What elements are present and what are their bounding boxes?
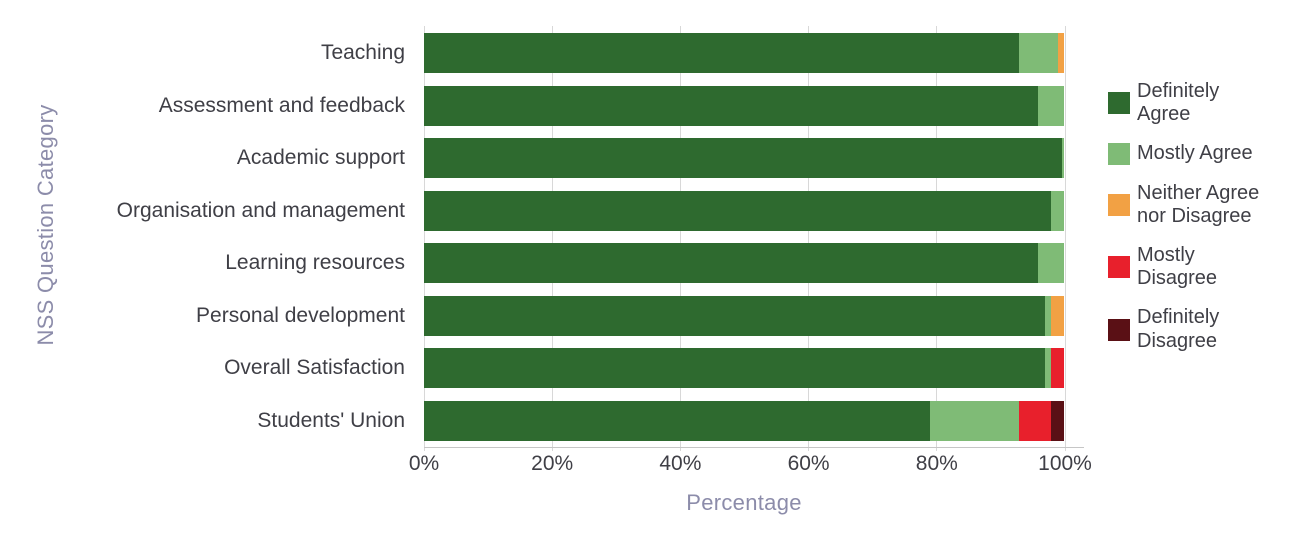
legend-item-definitely-disagree: Definitely Disagree — [1108, 306, 1290, 352]
chart-row-academic-support: Academic support — [0, 132, 1064, 185]
category-label-academic-support: Academic support — [236, 146, 405, 170]
gridline-80 — [936, 26, 938, 451]
gridline-60 — [808, 26, 810, 451]
category-label-teaching: Teaching — [320, 41, 405, 65]
bar-segment-mostly-agree — [1062, 138, 1064, 179]
gridline-40 — [679, 26, 681, 451]
category-label-students-union: Students' Union — [257, 408, 405, 432]
chart-row-overall-satisfaction: Overall Satisfaction — [0, 342, 1064, 395]
legend-label-mostly-disagree: Mostly Disagree — [1137, 243, 1218, 290]
legend: Definitely Agree Mostly Agree Neither Agre… — [1108, 80, 1290, 353]
chart-row-assessment-and-feedback: Assessment and feedback — [0, 80, 1064, 133]
category-label-personal-development: Personal development — [196, 303, 405, 327]
chart-row-organisation-and-management: Organisation and management — [0, 185, 1064, 238]
legend-item-neither-agree-nor-disagree: Neither Agree nor Disagree — [1108, 182, 1290, 228]
bar-segment-mostly-agree — [1019, 33, 1058, 74]
bar-segment-neither-agree-nor-disagree — [1051, 295, 1064, 336]
legend-label-mostly-agree: Mostly Agree — [1137, 142, 1253, 165]
category-label-organisation-and-management: Organisation and management — [116, 198, 405, 222]
bar-segment-definitely-agree — [424, 348, 1045, 389]
bar-segment-mostly-agree — [1044, 295, 1052, 336]
legend-item-mostly-disagree: Mostly Disagree — [1108, 244, 1290, 290]
x-axis-line — [424, 447, 1084, 448]
legend-label-definitely-agree: Definitely Agree — [1137, 80, 1220, 126]
bar-segment-definitely-agree — [424, 33, 1020, 74]
legend-swatch-definitely-agree — [1108, 92, 1130, 115]
stacked-bar-teaching — [424, 33, 1064, 74]
x-tick-label-0: 0% — [408, 452, 440, 475]
legend-swatch-mostly-agree — [1108, 142, 1130, 165]
stacked-bar-academic-support — [424, 138, 1064, 179]
bar-segment-definitely-agree — [424, 243, 1039, 284]
legend-label-definitely-disagree: Definitely Disagree — [1137, 306, 1220, 352]
stacked-bar-personal-development — [424, 295, 1064, 336]
stacked-bar-organisation-and-management — [424, 190, 1064, 231]
gridline-20 — [551, 26, 553, 451]
stacked-bar-learning-resources — [424, 243, 1064, 284]
bar-segment-neither-agree-nor-disagree — [1057, 33, 1064, 74]
chart-row-teaching: Teaching — [0, 27, 1064, 80]
legend-label-neither-agree-nor-disagree: Neither Agree nor Disagree — [1137, 181, 1260, 227]
stacked-bar-overall-satisfaction — [424, 348, 1064, 389]
bar-segment-definitely-agree — [424, 190, 1052, 231]
legend-swatch-neither-agree-nor-disagree — [1108, 193, 1130, 216]
gridline-0 — [423, 26, 425, 451]
legend-swatch-definitely-disagree — [1108, 318, 1130, 341]
chart-row-learning-resources: Learning resources — [0, 237, 1064, 290]
x-tick-label-20: 20% — [531, 452, 574, 475]
bar-segment-mostly-agree — [1038, 85, 1064, 126]
category-label-overall-satisfaction: Overall Satisfaction — [224, 356, 405, 380]
bar-segment-mostly-agree — [1051, 190, 1064, 231]
bar-segment-definitely-agree — [424, 85, 1039, 126]
bar-segment-definitely-agree — [424, 400, 930, 441]
bar-segment-definitely-agree — [424, 295, 1045, 336]
bar-segment-mostly-disagree — [1019, 400, 1052, 441]
x-tick-label-80: 80% — [915, 452, 958, 475]
chart-row-personal-development: Personal development — [0, 290, 1064, 343]
category-label-assessment-and-feedback: Assessment and feedback — [158, 93, 405, 117]
x-tick-label-100: 100% — [1038, 452, 1092, 475]
stacked-bar-students-union — [424, 400, 1064, 441]
legend-swatch-mostly-disagree — [1108, 256, 1130, 279]
stacked-bar-assessment-and-feedback — [424, 85, 1064, 126]
legend-item-definitely-agree: Definitely Agree — [1108, 80, 1290, 126]
bar-segment-mostly-disagree — [1051, 348, 1064, 389]
bar-segment-definitely-disagree — [1051, 400, 1064, 441]
gridlines — [423, 26, 1066, 451]
bar-segment-mostly-agree — [1044, 348, 1052, 389]
x-axis-ticks: 0% 20% 40% 60% 80% 100% — [409, 452, 1092, 478]
bar-segment-definitely-agree — [424, 138, 1063, 179]
x-tick-label-60: 60% — [787, 452, 830, 475]
bar-segment-mostly-agree — [1038, 243, 1064, 284]
bar-segment-mostly-agree — [929, 400, 1020, 441]
x-axis-title: Percentage — [686, 490, 802, 515]
chart-row-students-union: Students' Union — [0, 395, 1064, 448]
category-label-learning-resources: Learning resources — [225, 251, 405, 275]
legend-item-mostly-agree: Mostly Agree — [1108, 142, 1290, 165]
x-tick-label-40: 40% — [659, 452, 702, 475]
gridline-100 — [1064, 26, 1066, 451]
plot-area: Teaching Assessment and feedback Academic … — [0, 27, 1064, 447]
